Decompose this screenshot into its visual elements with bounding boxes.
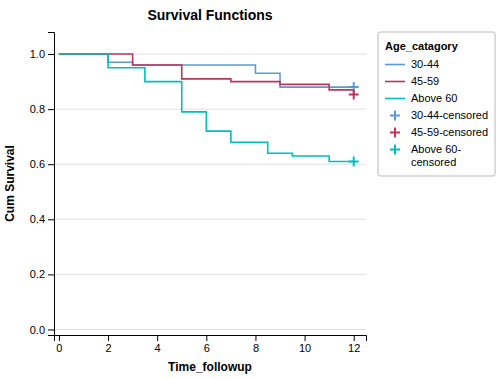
tick-label: 4 xyxy=(155,342,161,354)
tick-mark xyxy=(108,335,109,341)
chart: 0 2 4 6 8 10 12 0.0 0.2 0.4 0.6 0.8 1.0 Survival Func… xyxy=(0,0,500,379)
marks xyxy=(59,54,359,166)
y-axis: 0.0 0.2 0.4 0.6 0.8 1.0 xyxy=(30,33,55,336)
legend-swatch xyxy=(390,128,400,138)
survival-line xyxy=(59,54,354,95)
tick-label: 0.0 xyxy=(30,324,45,336)
tick: 0.2 xyxy=(30,268,54,280)
y-axis-title: Cum Survival xyxy=(3,145,17,222)
tick: 12 xyxy=(348,335,360,354)
legend-entry: Above 60-censored xyxy=(411,143,461,168)
plot-area: 0 2 4 6 8 10 12 0.0 0.2 0.4 0.6 0.8 1.0 xyxy=(30,33,367,354)
legend-swatch xyxy=(385,81,405,83)
tick-label: 1.0 xyxy=(30,48,45,60)
tick-mark xyxy=(354,335,355,341)
tick-label: 12 xyxy=(348,342,360,354)
x-axis-title: Time_followup xyxy=(168,360,252,374)
tick-mark xyxy=(255,335,256,341)
tick: 2 xyxy=(105,335,111,354)
tick-mark xyxy=(157,335,158,341)
survival-line xyxy=(59,54,354,161)
tick-label: 6 xyxy=(204,342,210,354)
tick-label: 0.8 xyxy=(30,103,45,115)
legend-box xyxy=(378,32,495,176)
tick-label: 0.2 xyxy=(30,268,45,280)
survival-line xyxy=(59,54,354,87)
censored-marker xyxy=(349,90,359,100)
legend-entry: Above 60 xyxy=(411,92,457,104)
axis-line xyxy=(48,33,55,336)
tick: 0 xyxy=(56,335,62,354)
tick-mark xyxy=(59,335,60,341)
tick-mark xyxy=(48,329,54,330)
tick-mark xyxy=(48,219,54,220)
tick-mark xyxy=(48,164,54,165)
legend: Age_catagory 30-44 45-59 Above 60 30-44-cens… xyxy=(378,32,495,176)
grid-line xyxy=(54,219,366,220)
grid-line xyxy=(54,109,366,110)
legend-entry: 30-44 xyxy=(411,58,439,70)
tick-mark xyxy=(48,54,54,55)
grid xyxy=(54,54,366,329)
tick: 10 xyxy=(299,335,311,354)
tick: 0.8 xyxy=(30,103,54,115)
tick-label: 8 xyxy=(253,342,259,354)
tick: 1.0 xyxy=(30,48,54,60)
legend-entry: 45-59 xyxy=(411,75,439,87)
title: Survival Functions xyxy=(147,7,272,23)
legend-swatch xyxy=(385,98,405,100)
legend-entry: 45-59-censored xyxy=(411,126,488,138)
tick: 0.4 xyxy=(30,213,54,225)
legend-swatch xyxy=(390,111,400,121)
tick: 4 xyxy=(155,335,161,354)
legend-swatch xyxy=(390,145,400,155)
grid-line xyxy=(54,274,366,275)
tick-mark xyxy=(48,274,54,275)
tick: 8 xyxy=(253,335,259,354)
grid-line xyxy=(54,164,366,165)
legend-title: Age_catagory xyxy=(385,40,459,52)
tick-mark xyxy=(206,335,207,341)
tick: 6 xyxy=(204,335,210,354)
tick-label: 0 xyxy=(56,342,62,354)
tick-mark xyxy=(305,335,306,341)
tick-label: 0.6 xyxy=(30,158,45,170)
legend-swatch xyxy=(385,64,405,66)
tick: 0.6 xyxy=(30,158,54,170)
tick-label: 10 xyxy=(299,342,311,354)
censored-marker xyxy=(349,156,359,166)
tick-label: 0.4 xyxy=(30,213,45,225)
axis-line xyxy=(55,336,367,342)
tick: 0.0 xyxy=(30,324,54,336)
tick-mark xyxy=(48,109,54,110)
x-axis: 0 2 4 6 8 10 12 xyxy=(55,335,367,354)
legend-entry: 30-44-censored xyxy=(411,109,488,121)
grid-line xyxy=(54,329,366,330)
tick-label: 2 xyxy=(105,342,111,354)
